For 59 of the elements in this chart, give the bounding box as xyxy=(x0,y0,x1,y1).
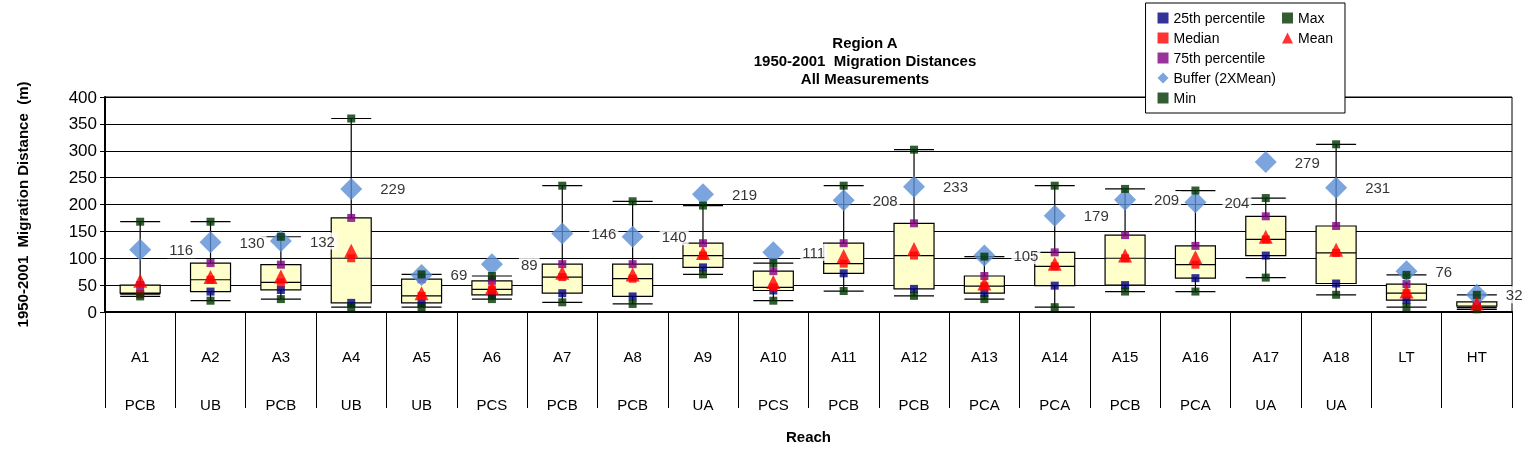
y-tick-label: 350 xyxy=(68,114,97,134)
y-tick-label: 250 xyxy=(68,168,97,188)
data-label: 69 xyxy=(450,266,468,284)
x-tick-label: LT xyxy=(1398,347,1415,365)
category-label: A10 PCS xyxy=(757,347,789,413)
category-label: A13 PCA xyxy=(968,347,1000,413)
y-tick-label: 400 xyxy=(68,87,97,107)
data-label: 229 xyxy=(380,180,406,198)
category-label: A16 PCA xyxy=(1180,347,1211,413)
category-label: A2 UB xyxy=(200,347,221,413)
category-label: A17 UA xyxy=(1252,347,1280,413)
legend-label: Median xyxy=(1173,30,1220,46)
data-label: 130 xyxy=(239,233,265,251)
legend-label: Min xyxy=(1173,90,1197,106)
data-label: 105 xyxy=(1013,247,1039,265)
category-label: A9 UA xyxy=(692,347,714,413)
y-tick-label: 150 xyxy=(68,221,97,241)
y-tick-label: 50 xyxy=(78,275,97,295)
category-label: A11 PCB xyxy=(828,347,860,413)
y-tick-label: 300 xyxy=(68,141,97,161)
category-label: A18 UA xyxy=(1322,347,1350,413)
data-label: 233 xyxy=(943,178,969,196)
data-label: 132 xyxy=(309,232,335,250)
x-axis-title: Reach xyxy=(785,427,832,445)
legend-label: 25th percentile xyxy=(1173,10,1266,26)
y-tick-label: 0 xyxy=(87,302,97,322)
data-label: 179 xyxy=(1083,207,1109,225)
legend-label: Mean xyxy=(1297,30,1334,46)
data-label: 111 xyxy=(802,243,826,261)
y-axis-title: 1950-2001 Migration Distance (m) xyxy=(14,81,31,328)
data-label: 209 xyxy=(1154,191,1180,209)
legend-label: Buffer (2XMean) xyxy=(1173,70,1276,86)
data-label: 146 xyxy=(591,225,617,243)
category-label: A3 PCB xyxy=(265,347,297,413)
category-label: A1 PCB xyxy=(124,347,156,413)
legend-label: 75th percentile xyxy=(1173,50,1266,66)
data-label: 116 xyxy=(169,241,194,259)
data-label: 32 xyxy=(1505,286,1523,304)
chart-title: Region A 1950-2001 Migration Distances All Measurements xyxy=(753,33,977,87)
y-tick-label: 200 xyxy=(68,195,97,214)
category-label: A5 UB xyxy=(411,347,432,413)
data-label: 140 xyxy=(661,228,687,246)
data-label: 208 xyxy=(872,191,898,209)
category-label: A6 PCS xyxy=(476,347,508,413)
data-label: 76 xyxy=(1435,262,1453,280)
category-label: A4 UB xyxy=(340,347,362,413)
category-label: A7 PCB xyxy=(546,347,578,413)
y-tick-label: 100 xyxy=(68,248,97,268)
data-label: 279 xyxy=(1294,153,1320,171)
data-label: 231 xyxy=(1365,179,1391,197)
category-label: A12 PCB xyxy=(898,347,930,413)
category-label: A14 PCA xyxy=(1039,347,1071,413)
data-label: 89 xyxy=(520,255,538,273)
x-tick-label: HT xyxy=(1466,347,1487,365)
data-label: 219 xyxy=(731,185,758,203)
legend-label: Max xyxy=(1297,10,1325,26)
category-label: A15 PCB xyxy=(1109,347,1141,413)
data-label: 204 xyxy=(1224,193,1250,211)
category-label: A8 PCB xyxy=(617,347,649,413)
